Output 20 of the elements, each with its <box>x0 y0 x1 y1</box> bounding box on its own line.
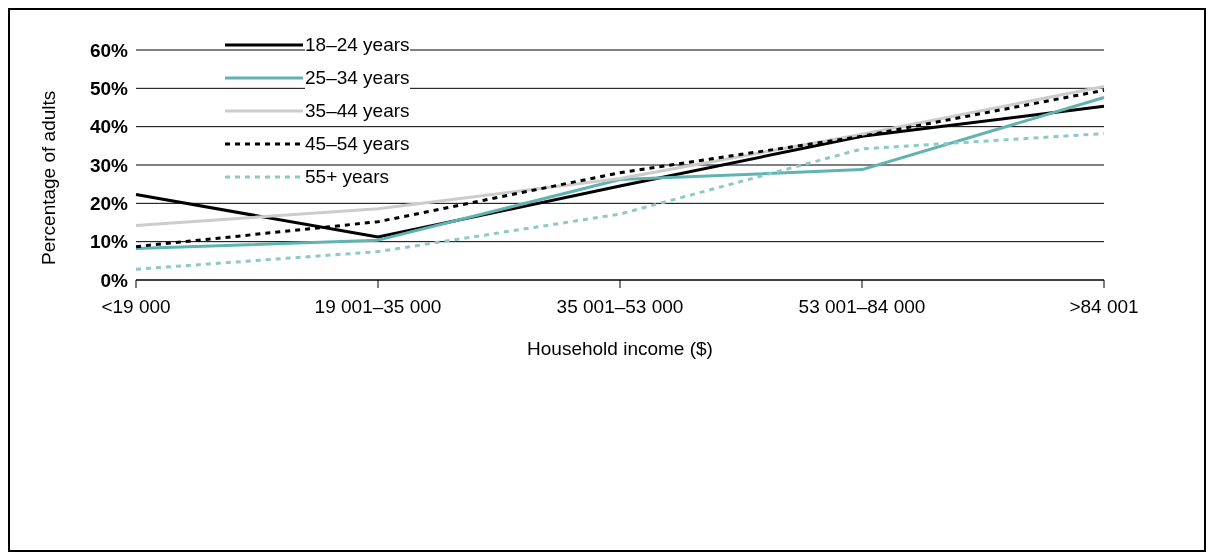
y-axis-title: Percentage of adults <box>37 90 59 265</box>
x-tick-label: <19 000 <box>101 296 171 318</box>
legend-label: 25–34 years <box>305 66 410 89</box>
y-tick-label: 10% <box>89 231 129 253</box>
x-tick-label: 19 001–35 000 <box>314 296 442 318</box>
legend-label: 55+ years <box>305 165 389 188</box>
x-tick-label: >84 001 <box>1069 296 1139 318</box>
y-tick-label: 0% <box>100 269 129 291</box>
line-series <box>134 132 1106 271</box>
legend-label: 35–44 years <box>305 99 410 122</box>
legend-label: 45–54 years <box>305 132 410 155</box>
y-tick-label: 30% <box>89 154 129 176</box>
x-axis-title: Household income ($) <box>527 338 713 359</box>
x-tick-label: 35 001–53 000 <box>556 296 684 318</box>
y-tick-label: 20% <box>89 193 129 215</box>
y-tick-label: 50% <box>89 78 129 100</box>
legend-label: 18–24 years <box>305 33 410 56</box>
y-tick-label: 60% <box>89 39 129 61</box>
y-tick-label: 40% <box>89 116 129 138</box>
x-tick-label: 53 001–84 000 <box>798 296 926 318</box>
